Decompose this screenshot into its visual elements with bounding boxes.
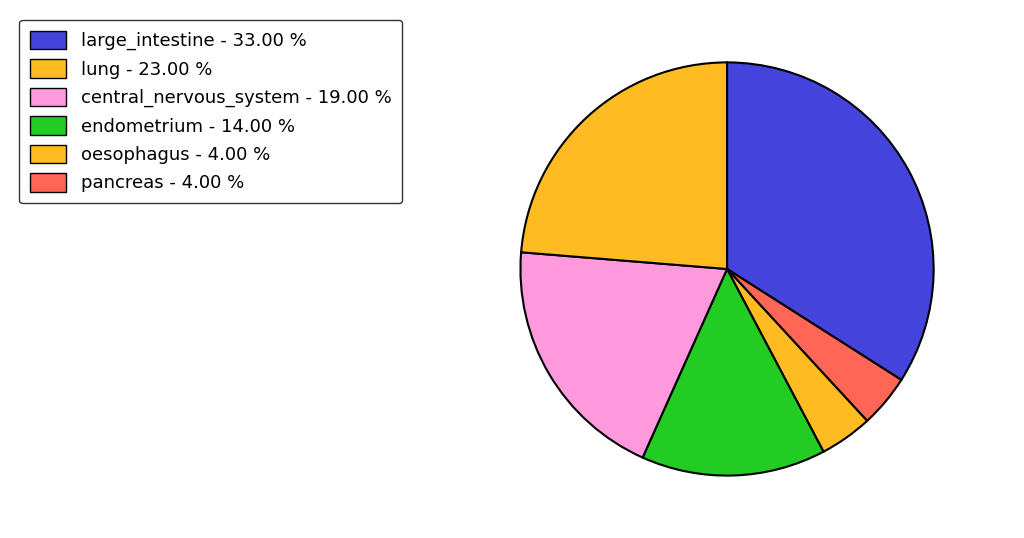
Wedge shape: [727, 269, 901, 421]
Wedge shape: [643, 269, 823, 476]
Wedge shape: [727, 62, 934, 380]
Wedge shape: [727, 269, 867, 452]
Wedge shape: [521, 62, 727, 269]
Wedge shape: [520, 252, 727, 457]
Legend: large_intestine - 33.00 %, lung - 23.00 %, central_nervous_system - 19.00 %, end: large_intestine - 33.00 %, lung - 23.00 …: [19, 20, 402, 203]
